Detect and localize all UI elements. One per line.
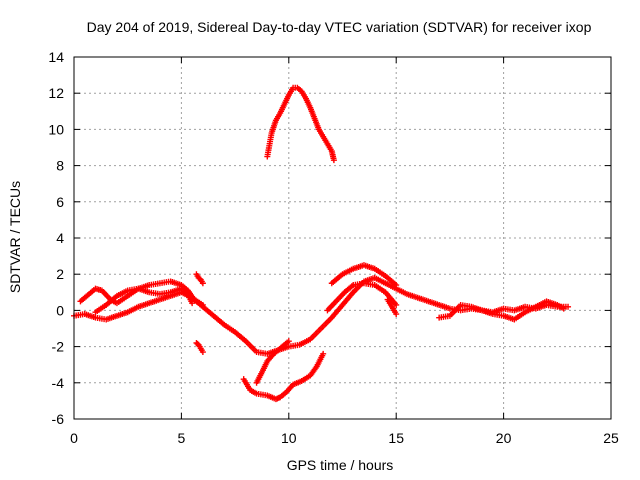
y-tick-label: 8 bbox=[56, 158, 64, 174]
y-tick-label: -2 bbox=[52, 339, 65, 355]
series-track-f bbox=[240, 350, 327, 403]
data-point bbox=[565, 303, 572, 310]
y-tick-label: 2 bbox=[56, 266, 64, 282]
data-point bbox=[393, 311, 400, 318]
y-tick-label: 4 bbox=[56, 230, 64, 246]
data-point bbox=[330, 157, 337, 164]
data-points bbox=[71, 84, 572, 403]
data-point bbox=[393, 282, 400, 289]
y-tick-label: 0 bbox=[56, 302, 64, 318]
x-axis-label: GPS time / hours bbox=[287, 457, 394, 473]
data-point bbox=[189, 300, 196, 307]
x-tick-label: 25 bbox=[603, 430, 619, 446]
series-track-e bbox=[193, 339, 206, 356]
grid bbox=[74, 57, 611, 419]
ticks: 0 5 10 15 20 25 -6 -4 -2 0 2 4 6 8 10 12 14 bbox=[48, 49, 619, 446]
y-tick-label: -6 bbox=[52, 411, 65, 427]
series-track-j bbox=[328, 262, 400, 289]
series-track-h bbox=[264, 84, 337, 164]
y-tick-label: 14 bbox=[48, 49, 64, 65]
series-track-g bbox=[253, 338, 292, 386]
series-track-l bbox=[436, 298, 567, 323]
data-point bbox=[199, 280, 206, 287]
x-tick-label: 15 bbox=[388, 430, 404, 446]
x-tick-label: 0 bbox=[70, 430, 78, 446]
series-track-c bbox=[92, 285, 196, 316]
series-track-b bbox=[77, 278, 206, 308]
y-tick-label: 6 bbox=[56, 194, 64, 210]
x-tick-label: 10 bbox=[281, 430, 297, 446]
data-point bbox=[320, 350, 327, 357]
plot-frame bbox=[73, 56, 612, 420]
x-tick-label: 5 bbox=[178, 430, 186, 446]
y-tick-label: 10 bbox=[48, 121, 64, 137]
chart-title: Day 204 of 2019, Sidereal Day-to-day VTE… bbox=[87, 19, 592, 35]
data-point bbox=[199, 349, 206, 356]
x-tick-label: 20 bbox=[496, 430, 512, 446]
series-track-i bbox=[324, 280, 400, 314]
series-track-k bbox=[384, 296, 400, 318]
data-point bbox=[285, 338, 292, 345]
data-point bbox=[560, 305, 567, 312]
y-axis-label: SDTVAR / TECUs bbox=[7, 181, 23, 293]
data-point bbox=[393, 301, 400, 308]
y-tick-label: 12 bbox=[48, 85, 64, 101]
series-track-d bbox=[193, 271, 206, 287]
y-tick-label: -4 bbox=[52, 375, 65, 391]
data-point bbox=[199, 301, 206, 308]
